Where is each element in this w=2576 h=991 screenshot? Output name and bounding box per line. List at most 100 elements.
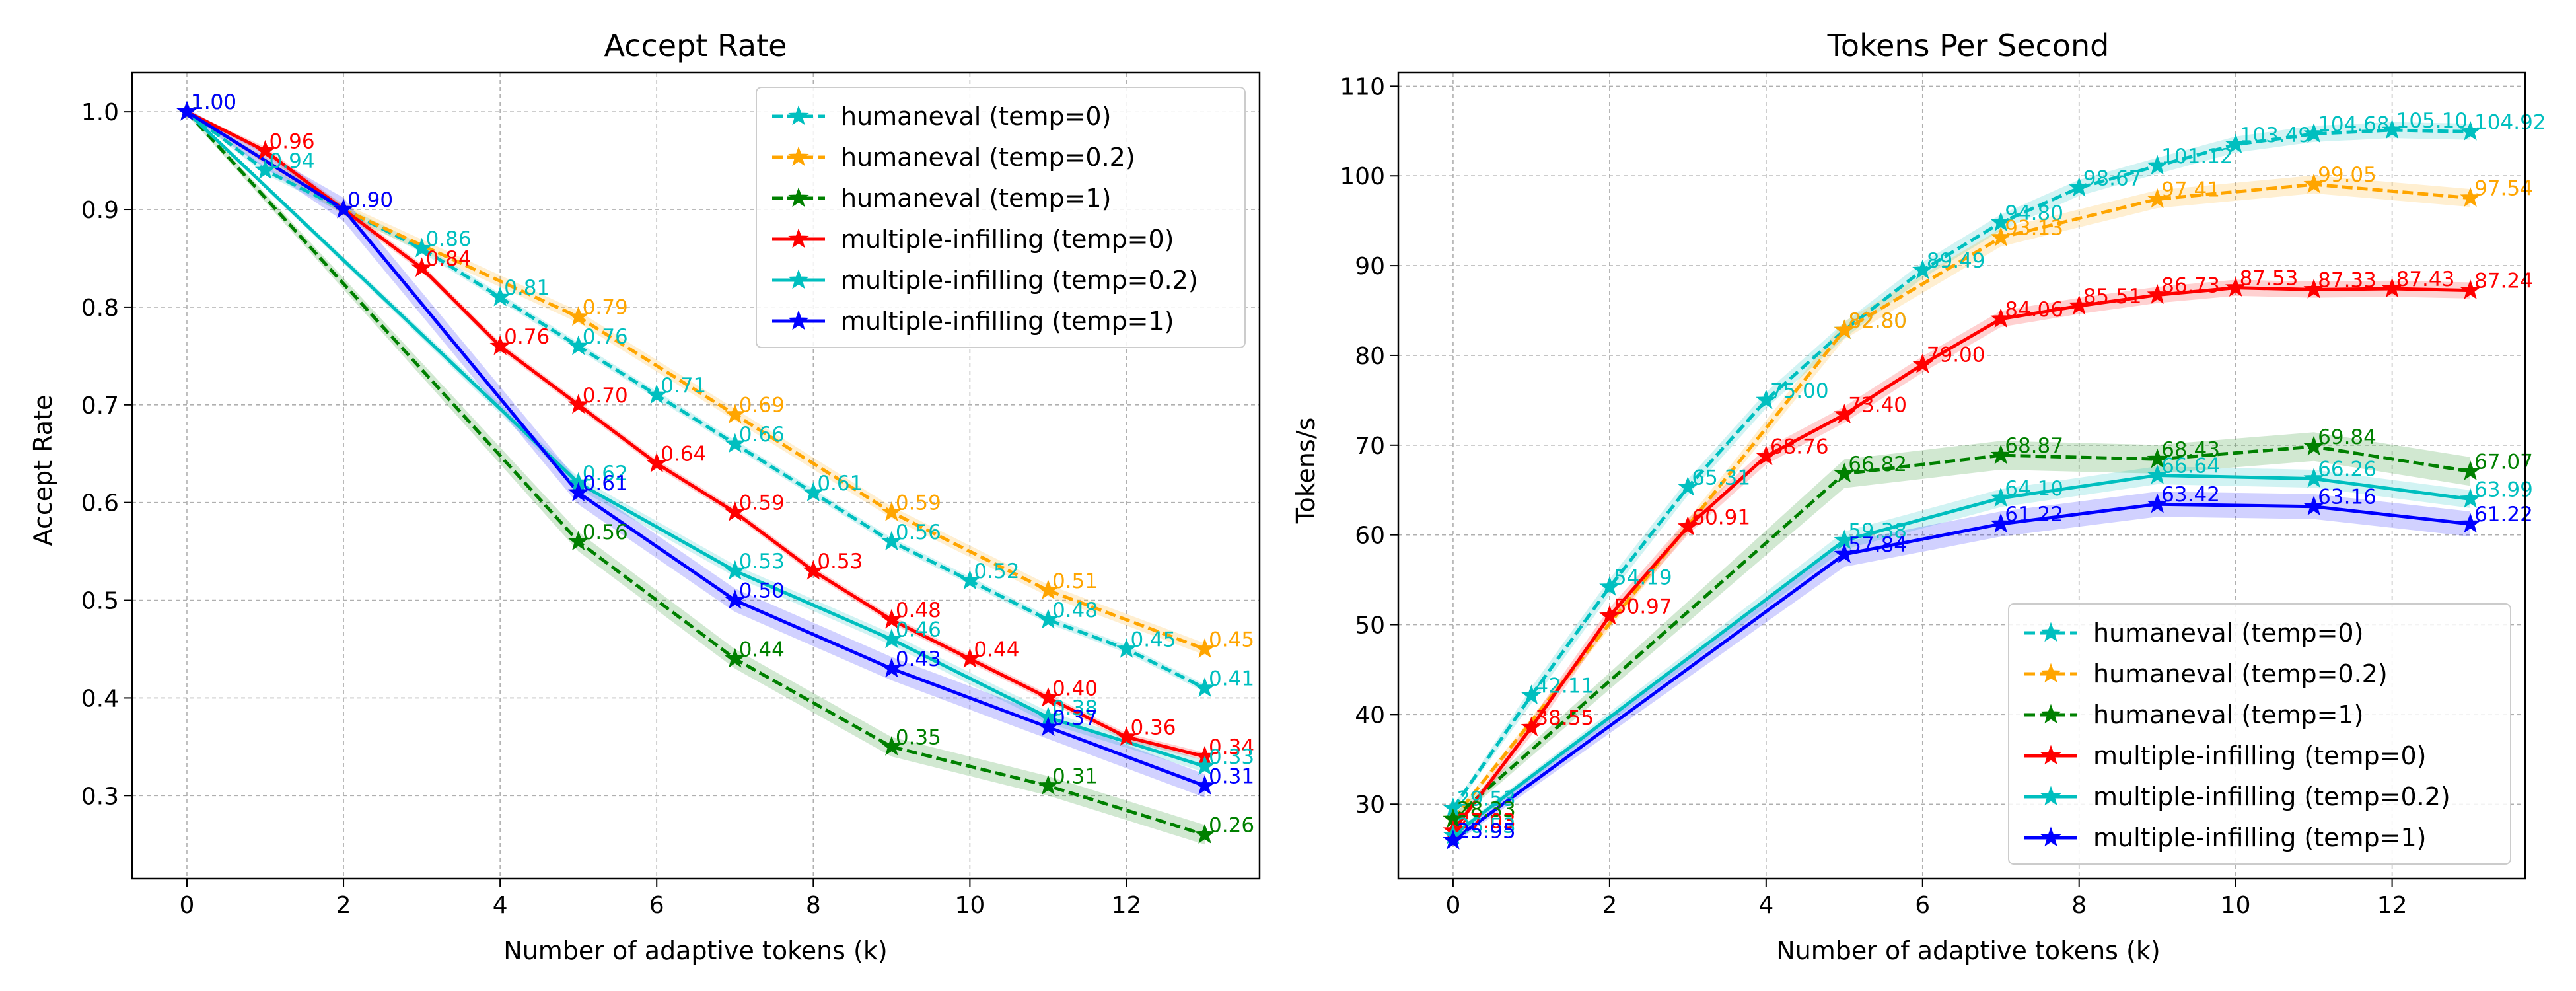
data-point — [1038, 608, 1059, 629]
data-point — [1756, 445, 1777, 465]
series-line — [1451, 286, 2471, 832]
data-point — [2303, 435, 2324, 456]
data-label: 73.40 — [1848, 394, 1907, 418]
data-point — [725, 404, 746, 423]
data-label: 0.48 — [896, 599, 941, 622]
data-label: 0.26 — [1209, 813, 1254, 837]
data-label: 98.67 — [2083, 166, 2142, 190]
data-label: 0.90 — [347, 188, 393, 212]
legend-marker — [788, 269, 809, 289]
data-point — [568, 531, 589, 551]
data-label: 0.71 — [661, 374, 706, 398]
legend-marker — [788, 228, 809, 248]
data-point — [1834, 404, 1855, 423]
chart-title: Accept Rate — [604, 28, 787, 63]
data-label: 0.59 — [739, 491, 785, 515]
data-label: 104.92 — [2474, 110, 2546, 134]
series-line — [1451, 128, 2471, 810]
legend-marker — [2040, 745, 2061, 765]
data-label: 0.94 — [269, 149, 315, 173]
data-point — [2069, 176, 2090, 197]
chart-title: Tokens Per Second — [1827, 28, 2110, 63]
data-point — [2225, 277, 2246, 297]
x-tick-label: 2 — [336, 892, 351, 919]
y-tick-label: 90 — [1355, 253, 1385, 280]
data-label: 42.11 — [1535, 675, 1594, 698]
data-point — [1677, 515, 1698, 536]
data-point — [254, 159, 276, 180]
x-tick-label: 10 — [2221, 892, 2251, 919]
data-point — [1990, 513, 2011, 533]
confidence-band — [1452, 279, 2471, 834]
data-point — [2460, 488, 2481, 508]
legend-entry: humaneval (temp=1) — [2093, 700, 2363, 729]
data-point — [1116, 638, 1137, 658]
series-line — [186, 110, 1205, 836]
legend-entry: multiple-infilling (temp=0.2) — [2093, 782, 2451, 811]
data-label: 68.43 — [2161, 438, 2220, 462]
legend-marker — [788, 146, 809, 166]
data-point — [568, 335, 589, 355]
data-point — [881, 735, 902, 756]
data-point — [1443, 829, 1464, 850]
data-point — [1038, 775, 1059, 795]
y-tick-label: 60 — [1355, 523, 1385, 550]
legend-marker — [2040, 826, 2061, 847]
data-label: 0.31 — [1052, 765, 1098, 789]
data-label: 65.31 — [1692, 466, 1750, 490]
data-point — [881, 628, 902, 648]
data-point — [1194, 638, 1215, 658]
data-point — [725, 433, 746, 453]
data-point — [2147, 284, 2168, 304]
legend-marker — [2040, 622, 2061, 642]
data-label: 0.31 — [1209, 765, 1254, 789]
data-label: 87.53 — [2240, 267, 2299, 291]
data-point — [725, 501, 746, 521]
data-point — [1194, 677, 1215, 697]
data-point — [881, 531, 902, 551]
data-point — [1834, 543, 1855, 564]
data-label: 82.80 — [1848, 309, 1907, 333]
data-label: 54.19 — [1614, 566, 1672, 590]
data-label: 0.66 — [739, 423, 785, 447]
data-point — [411, 257, 433, 277]
data-point — [2147, 448, 2168, 468]
data-label: 85.51 — [2083, 285, 2142, 309]
legend-entry: multiple-infilling (temp=1) — [2093, 823, 2427, 852]
data-point — [1990, 211, 2011, 232]
data-label: 0.36 — [1130, 716, 1176, 740]
data-label: 0.45 — [1209, 628, 1254, 651]
data-label: 0.56 — [583, 521, 628, 544]
data-point — [803, 560, 824, 580]
data-label: 0.76 — [583, 325, 628, 349]
data-label: 103.49 — [2240, 124, 2311, 147]
x-tick-label: 8 — [806, 892, 821, 919]
data-label: 0.69 — [739, 394, 785, 418]
plot-area — [1397, 71, 2526, 880]
data-label: 0.35 — [896, 725, 941, 749]
data-point — [1521, 684, 1542, 705]
data-label: 59.38 — [1848, 519, 1907, 543]
data-point — [2460, 513, 2481, 533]
data-point — [568, 394, 589, 414]
data-label: 0.51 — [1052, 569, 1098, 593]
data-label: 61.22 — [2005, 503, 2063, 527]
data-point — [176, 100, 197, 121]
legend-entry: humaneval (temp=0) — [2093, 618, 2363, 647]
y-tick-label: 50 — [1355, 612, 1385, 640]
data-point — [1912, 259, 1933, 279]
data-point — [881, 608, 902, 629]
data-label: 0.86 — [426, 227, 472, 251]
x-tick-label: 6 — [1915, 892, 1930, 919]
x-tick-label: 12 — [1112, 892, 1142, 919]
data-label: 29.53 — [1457, 788, 1516, 811]
series-line — [1452, 473, 2471, 837]
data-point — [1990, 444, 2011, 464]
data-label: 0.53 — [817, 550, 863, 573]
data-point — [2147, 155, 2168, 175]
data-label: 82.80 — [1848, 309, 1907, 333]
data-point — [1038, 716, 1059, 737]
x-tick-label: 10 — [954, 892, 985, 919]
legend: humaneval (temp=0) humaneval (temp=0.2) hu… — [756, 87, 1246, 348]
